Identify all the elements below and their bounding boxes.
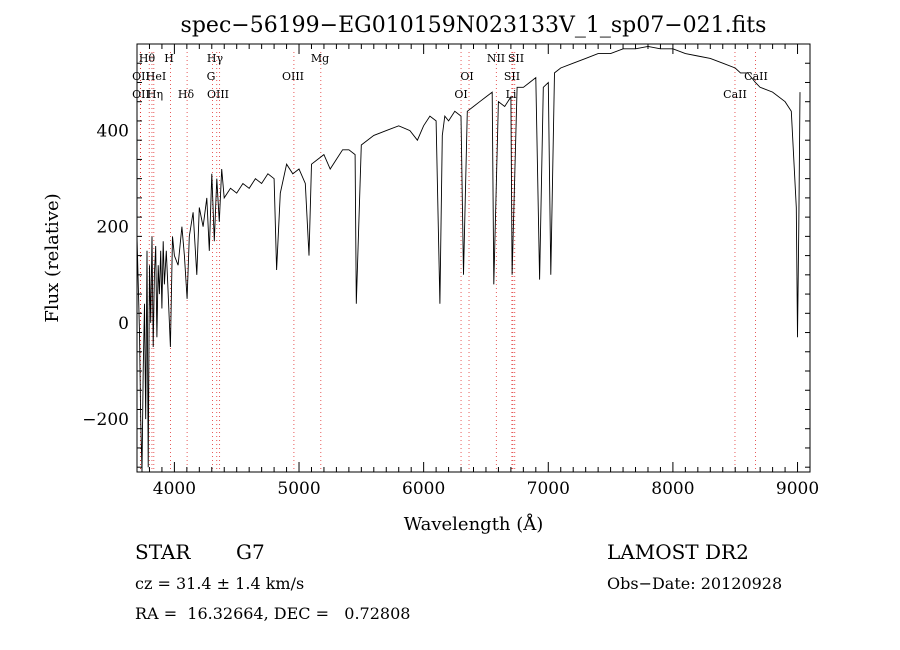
x-tick-label: 8000 xyxy=(651,479,694,499)
coordinates: RA = 16.32664, DEC = 0.72808 xyxy=(135,604,411,623)
object-subclass: G7 xyxy=(236,540,265,564)
object-class: STAR xyxy=(135,540,191,564)
x-tick-label: 5000 xyxy=(277,479,320,499)
line-marker-label: G xyxy=(207,70,216,83)
y-axis-label: Flux (relative) xyxy=(42,193,63,322)
line-marker-label: SII xyxy=(504,70,520,83)
line-marker-label: OII xyxy=(132,88,150,101)
line-marker-label: Li xyxy=(506,88,517,101)
line-marker-label: Hδ xyxy=(178,88,195,101)
line-marker-label: Hγ xyxy=(207,52,224,65)
line-marker-label: H xyxy=(164,52,174,65)
line-marker-label: CaII xyxy=(723,88,747,101)
redshift-velocity: cz = 31.4 ± 1.4 km/s xyxy=(135,574,305,593)
line-marker-label: Hθ xyxy=(139,52,156,65)
y-tick-label: 200 xyxy=(97,218,129,238)
line-marker-label: CaII xyxy=(744,70,768,83)
line-marker-label: OII xyxy=(132,70,150,83)
y-tick-label: 0 xyxy=(118,314,129,334)
line-marker-label: SII xyxy=(508,52,524,65)
x-tick-label: 9000 xyxy=(776,479,819,499)
line-marker-label: Mg xyxy=(311,52,329,65)
survey-name: LAMOST DR2 xyxy=(607,540,749,564)
x-tick-label: 4000 xyxy=(153,479,196,499)
observation-date: Obs−Date: 20120928 xyxy=(607,574,783,593)
x-tick-label: 7000 xyxy=(527,479,570,499)
line-marker-label: OIII xyxy=(282,70,304,83)
line-marker-label: HeI xyxy=(146,70,166,83)
spectrum-line xyxy=(136,45,801,473)
line-marker-label: OIII xyxy=(207,88,229,101)
line-marker-label: Hη xyxy=(147,88,163,101)
y-tick-label: −200 xyxy=(82,410,129,430)
x-tick-label: 6000 xyxy=(402,479,445,499)
plot-frame xyxy=(136,43,811,473)
line-marker-label: OI xyxy=(460,70,473,83)
y-tick-label: 400 xyxy=(97,122,129,142)
chart-title: spec−56199−EG010159N023133V_1_sp07−021.f… xyxy=(181,13,767,38)
line-marker-label: NII xyxy=(487,52,505,65)
x-axis-label: Wavelength (Å) xyxy=(404,513,544,535)
line-marker-label: OI xyxy=(454,88,467,101)
